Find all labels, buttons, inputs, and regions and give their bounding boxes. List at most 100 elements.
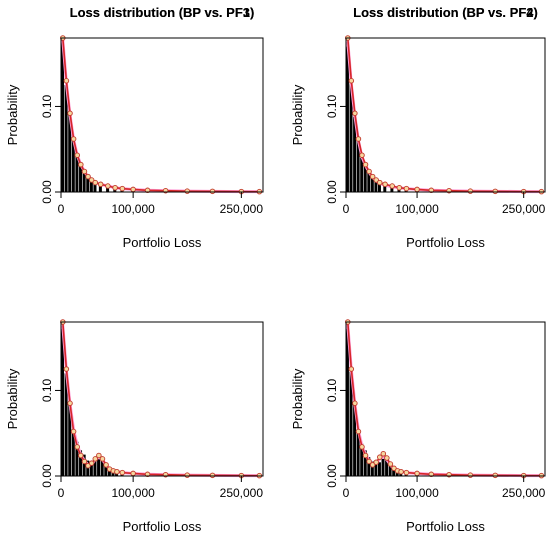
bp-point: [67, 110, 73, 117]
x-axis-label: Portfolio Loss: [123, 235, 202, 250]
bp-point: [85, 173, 91, 180]
chart-panel-2: Loss distribution (BP vs. PF2) 0 100,000 25…: [290, 5, 546, 250]
bar: [61, 328, 65, 476]
bar: [385, 460, 389, 476]
plot-frame: [60, 37, 264, 193]
bar: [79, 450, 83, 476]
bp-point: [467, 188, 474, 194]
pf-series-line: [61, 39, 260, 194]
bp-point: [78, 161, 84, 168]
bp-point: [348, 78, 355, 84]
bar: [360, 157, 364, 192]
y-tick-label: 0.10: [325, 94, 339, 118]
bp-point: [366, 168, 372, 175]
bar: [360, 443, 364, 476]
chart-title: Loss distribution (BP vs. PF4): [353, 5, 538, 20]
bar: [363, 166, 367, 192]
bp-point: [492, 188, 499, 195]
bp-point: [355, 136, 362, 142]
plot-frame: [60, 321, 264, 477]
bp-point: [67, 400, 73, 407]
bar: [71, 140, 75, 192]
bar: [64, 373, 68, 476]
bp-series-line: [346, 37, 542, 193]
bar: [349, 371, 353, 476]
bar: [100, 458, 104, 476]
bar: [370, 461, 374, 476]
bp-point: [359, 444, 365, 450]
bar: [97, 457, 101, 476]
bp-point: [389, 183, 395, 189]
y-tick-label: 0.00: [325, 464, 339, 488]
bp-point: [396, 184, 403, 191]
chart-title: Loss distribution (BP vs. PF1): [70, 5, 255, 20]
bar: [106, 186, 110, 192]
y-tick-label: 0.00: [325, 180, 339, 204]
x-tick-label: 250,000: [220, 202, 264, 216]
x-axis-label: Portfolio Loss: [406, 235, 485, 250]
x-tick-label: 100,000: [395, 202, 439, 216]
bar: [79, 164, 83, 192]
x-tick-label: 250,000: [502, 202, 546, 216]
bp-point: [97, 181, 104, 188]
bp-point: [428, 187, 435, 194]
bp-point: [384, 455, 390, 461]
bp-point: [184, 188, 190, 194]
bp-point: [403, 469, 410, 476]
bp-point: [362, 161, 369, 168]
bar: [356, 140, 360, 192]
bp-point: [391, 465, 397, 472]
bp-point: [352, 400, 358, 407]
bar: [68, 403, 72, 476]
bar: [349, 82, 353, 192]
plot-frame: [345, 321, 546, 477]
bp-point: [382, 181, 388, 188]
bar: [353, 404, 357, 476]
y-axis-label: Probability: [290, 84, 305, 145]
x-tick-label: 0: [58, 202, 65, 216]
bp-point: [85, 462, 91, 469]
bp-point: [348, 366, 355, 372]
bar: [346, 46, 349, 192]
x-axis-label: Portfolio Loss: [123, 519, 202, 534]
bp-point: [74, 444, 80, 450]
bp-point: [414, 186, 420, 193]
bar: [388, 464, 392, 476]
bar: [356, 428, 360, 476]
bar: [89, 464, 93, 476]
chart-panel-4: Loss distribution (BP vs. PF4) 0 100,000 25…: [290, 5, 546, 534]
bar: [75, 441, 79, 476]
x-tick-label: 250,000: [220, 486, 264, 500]
bar: [93, 182, 97, 192]
bp-point: [428, 471, 435, 478]
y-tick-label: 0.10: [325, 378, 339, 402]
x-axis-label: Portfolio Loss: [406, 519, 485, 534]
bar: [104, 464, 108, 476]
bp-point: [130, 470, 136, 477]
bp-point: [81, 168, 88, 175]
bp-point: [92, 456, 99, 462]
pf-series-line: [346, 324, 542, 478]
bp-point: [369, 173, 376, 180]
bp-point: [88, 460, 95, 466]
chart-panel-3: Loss distribution (BP vs. PF3) 0 100,000 25…: [5, 5, 264, 534]
bp-point: [99, 456, 106, 462]
bp-point: [119, 185, 126, 192]
x-tick-label: 0: [343, 486, 350, 500]
bp-point: [105, 183, 111, 189]
bp-point: [63, 366, 70, 372]
bp-point: [377, 454, 383, 460]
chart-title: Loss distribution (BP vs. PF3): [70, 5, 255, 20]
bp-point: [362, 452, 369, 459]
y-tick-label: 0.00: [40, 464, 54, 488]
bar: [93, 460, 97, 476]
bar: [68, 115, 72, 192]
plot-frame: [345, 37, 546, 193]
x-tick-label: 0: [343, 202, 350, 216]
bp-point: [377, 179, 383, 186]
bp-point: [373, 177, 379, 183]
bp-point: [398, 468, 404, 475]
bp-point: [492, 472, 499, 479]
bp-point: [119, 469, 126, 476]
bar: [363, 450, 367, 476]
